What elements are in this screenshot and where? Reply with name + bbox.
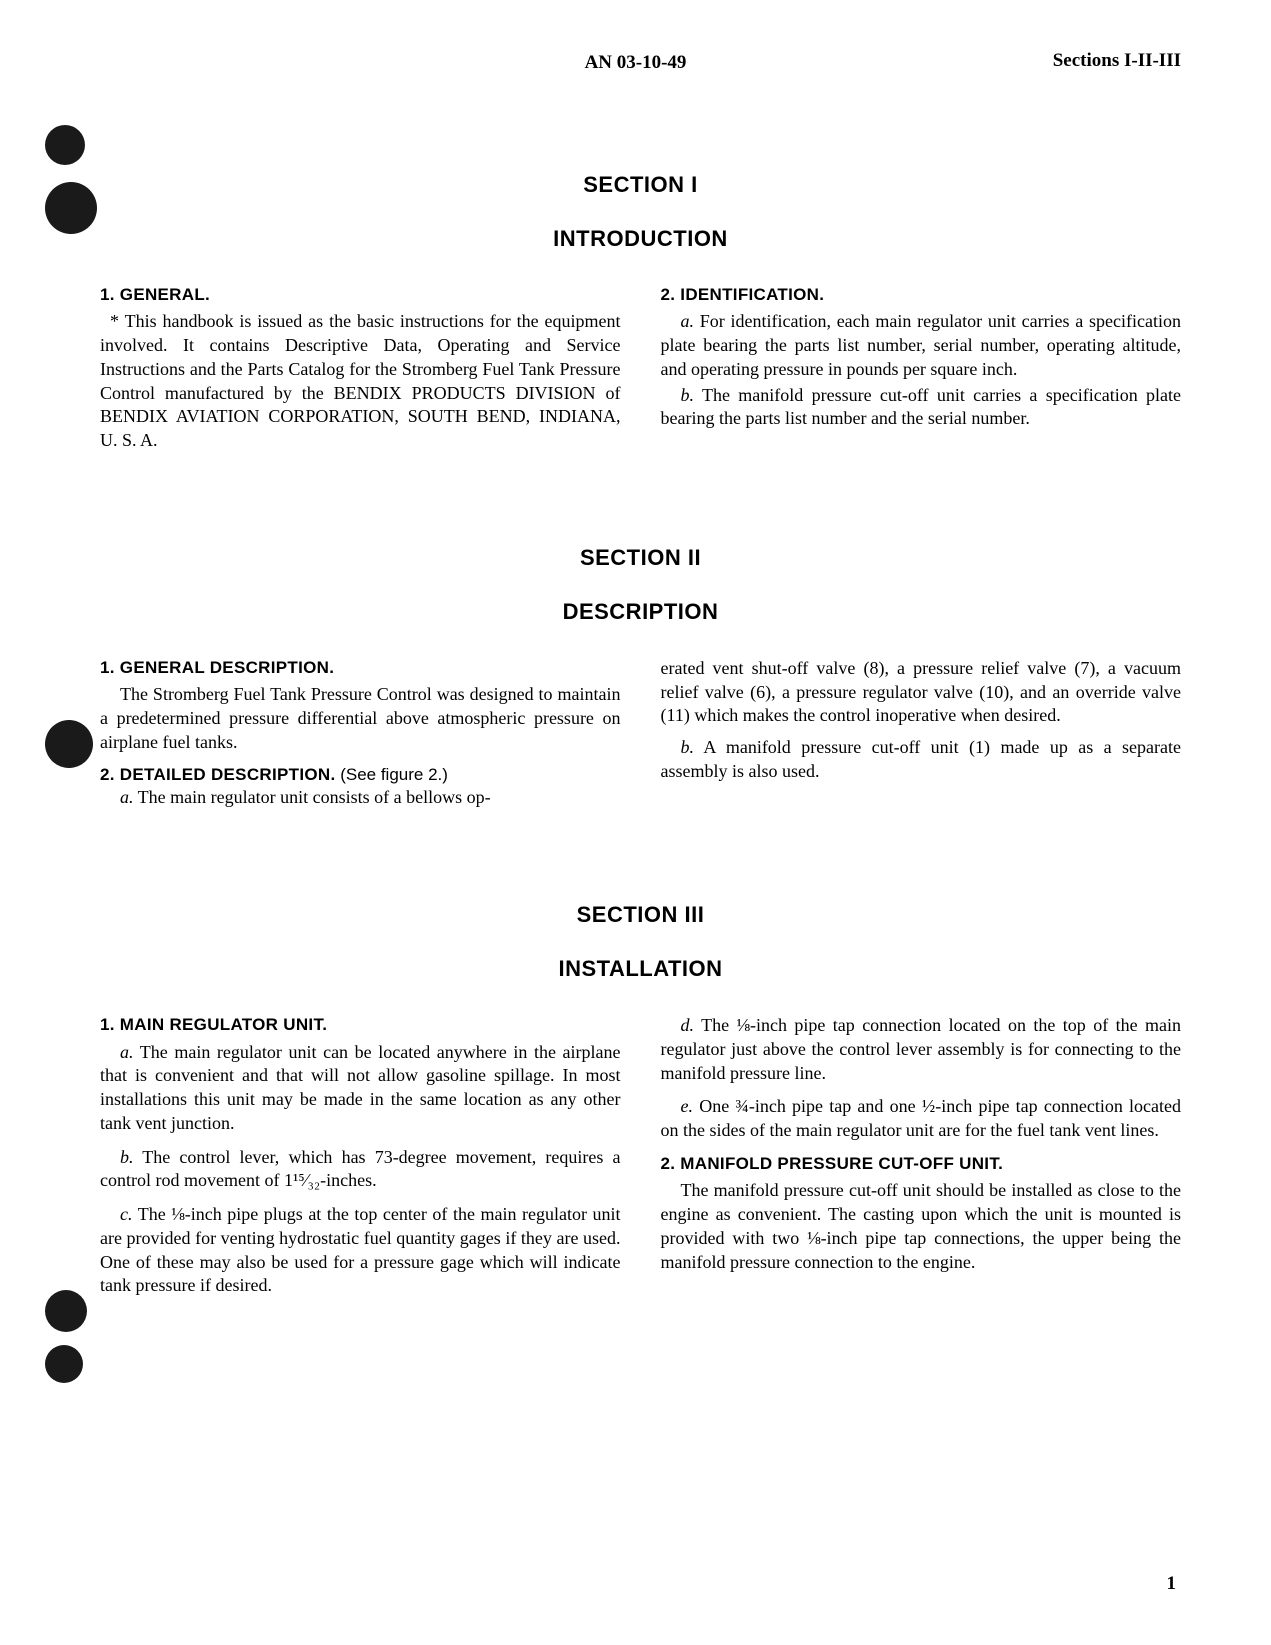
paragraph-label: a. [120, 787, 134, 807]
paragraph: e. One ¾-inch pipe tap and one ½-inch pi… [661, 1095, 1182, 1143]
section-subtitle: INTRODUCTION [100, 226, 1181, 252]
heading-reference: (See figure 2.) [335, 765, 447, 784]
section-subtitle: DESCRIPTION [100, 599, 1181, 625]
right-column: 2. IDENTIFICATION. a. For identification… [661, 284, 1182, 455]
paragraph: b. The control lever, which has 73-degre… [100, 1146, 621, 1194]
heading-detailed-description: 2. DETAILED DESCRIPTION. (See figure 2.) [100, 763, 621, 787]
two-column-layout: 1. GENERAL DESCRIPTION. The Stromberg Fu… [100, 657, 1181, 812]
document-number: AN 03-10-49 [585, 52, 687, 74]
punch-hole [45, 125, 85, 165]
section-3: SECTION III INSTALLATION 1. MAIN REGULAT… [100, 902, 1181, 1300]
paragraph-label: e. [681, 1096, 694, 1116]
paragraph: erated vent shut-off valve (8), a pressu… [661, 657, 1182, 728]
paragraph-text: The manifold pressure cut-off unit carri… [661, 385, 1182, 429]
section-2: SECTION II DESCRIPTION 1. GENERAL DESCRI… [100, 545, 1181, 812]
paragraph: a. For identification, each main regulat… [661, 310, 1182, 381]
paragraph: d. The ⅛-inch pipe tap connection locate… [661, 1014, 1182, 1085]
left-column: 1. GENERAL DESCRIPTION. The Stromberg Fu… [100, 657, 621, 812]
paragraph-label: b. [120, 1147, 134, 1167]
paragraph-label: b. [681, 385, 695, 405]
two-column-layout: 1. MAIN REGULATOR UNIT. a. The main regu… [100, 1014, 1181, 1300]
paragraph: The Stromberg Fuel Tank Pressure Control… [100, 683, 621, 754]
paragraph: c. The ⅛-inch pipe plugs at the top cent… [100, 1203, 621, 1298]
paragraph-text: For identification, each main regulator … [661, 311, 1182, 379]
section-title: SECTION II [100, 545, 1181, 571]
paragraph-label: c. [120, 1204, 133, 1224]
right-column: erated vent shut-off valve (8), a pressu… [661, 657, 1182, 812]
paragraph: b. The manifold pressure cut-off unit ca… [661, 384, 1182, 432]
paragraph: a. The main regulator unit can be locate… [100, 1041, 621, 1136]
paragraph-label: a. [681, 311, 695, 331]
heading-identification: 2. IDENTIFICATION. [661, 284, 1182, 306]
two-column-layout: 1. GENERAL. * This handbook is issued as… [100, 284, 1181, 455]
punch-hole [45, 1345, 83, 1383]
section-indicator: Sections I-II-III [1053, 50, 1181, 72]
heading-manifold-cutoff: 2. MANIFOLD PRESSURE CUT-OFF UNIT. [661, 1153, 1182, 1175]
paragraph-label: b. [681, 737, 695, 757]
heading-text: 2. DETAILED DESCRIPTION. [100, 765, 335, 784]
paragraph-text: The main regulator unit consists of a be… [134, 787, 491, 807]
paragraph-text: A manifold pressure cut-off unit (1) mad… [661, 737, 1182, 781]
paragraph-text: The ⅛-inch pipe tap connection located o… [661, 1015, 1182, 1083]
heading-main-regulator: 1. MAIN REGULATOR UNIT. [100, 1014, 621, 1036]
heading-general: 1. GENERAL. [100, 284, 621, 306]
paragraph: a. The main regulator unit consists of a… [100, 786, 621, 810]
section-title: SECTION I [100, 172, 1181, 198]
right-column: d. The ⅛-inch pipe tap connection locate… [661, 1014, 1182, 1300]
page-number: 1 [1167, 1573, 1177, 1595]
left-column: 1. MAIN REGULATOR UNIT. a. The main regu… [100, 1014, 621, 1300]
paragraph-text: The main regulator unit can be located a… [100, 1042, 621, 1133]
paragraph-label: d. [681, 1015, 695, 1035]
paragraph-text: The ⅛-inch pipe plugs at the top center … [100, 1204, 621, 1295]
paragraph-text: The control lever, which has 73-degree m… [100, 1147, 621, 1191]
section-1: SECTION I INTRODUCTION 1. GENERAL. * Thi… [100, 172, 1181, 455]
section-subtitle: INSTALLATION [100, 956, 1181, 982]
section-title: SECTION III [100, 902, 1181, 928]
punch-hole [45, 1290, 87, 1332]
paragraph-text: This handbook is issued as the basic ins… [100, 311, 621, 450]
paragraph-text: One ¾-inch pipe tap and one ½-inch pipe … [661, 1096, 1182, 1140]
paragraph-label: a. [120, 1042, 134, 1062]
punch-hole [45, 720, 93, 768]
paragraph: The manifold pressure cut-off unit shoul… [661, 1179, 1182, 1274]
left-column: 1. GENERAL. * This handbook is issued as… [100, 284, 621, 455]
punch-hole [45, 182, 97, 234]
page-header: AN 03-10-49 Sections I-II-III [100, 40, 1181, 72]
heading-general-description: 1. GENERAL DESCRIPTION. [100, 657, 621, 679]
paragraph: b. A manifold pressure cut-off unit (1) … [661, 736, 1182, 784]
paragraph: * This handbook is issued as the basic i… [100, 310, 621, 453]
